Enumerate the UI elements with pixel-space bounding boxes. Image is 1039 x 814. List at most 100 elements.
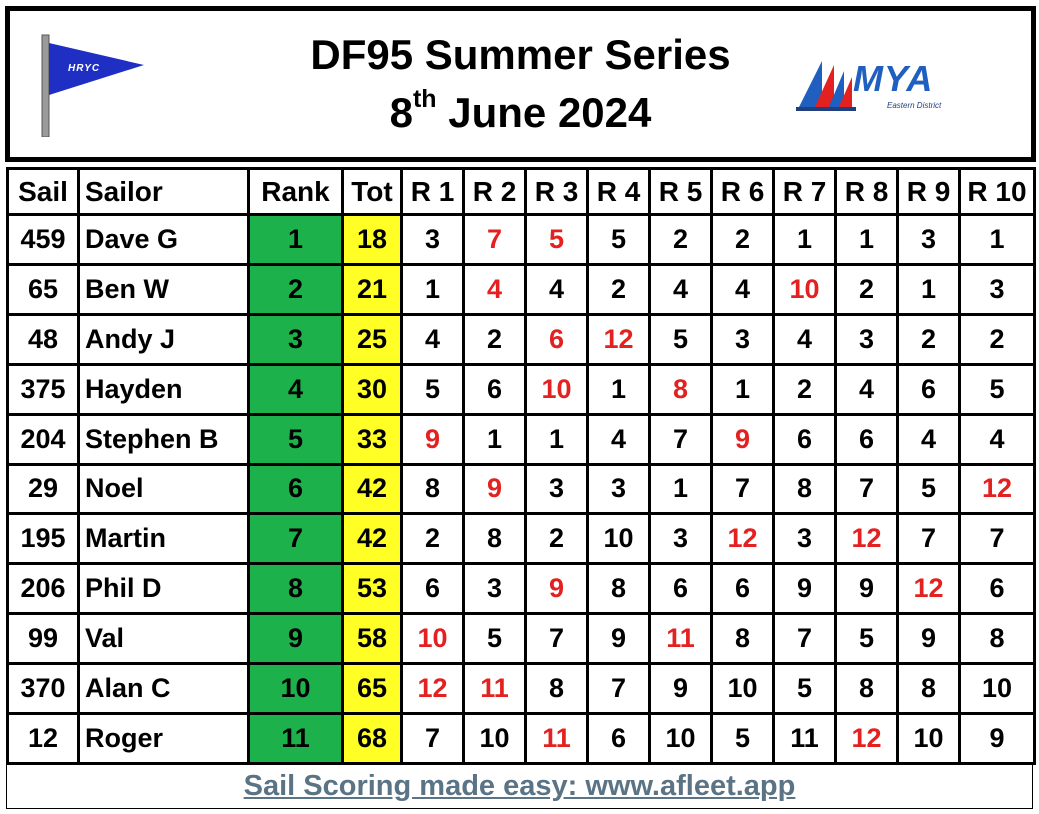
race-score-cell: 4 xyxy=(648,262,713,316)
race-score-cell: 8 xyxy=(834,662,899,716)
sailor-name-cell: Stephen B xyxy=(77,412,250,466)
mya-logo-text: MYA xyxy=(853,58,934,99)
race-score-cell: 3 xyxy=(524,462,589,516)
race-score-cell: 5 xyxy=(586,213,651,266)
afleet-link[interactable]: Sail Scoring made easy: www.afleet.app xyxy=(243,770,796,802)
race-score-discard-cell: 8 xyxy=(648,362,713,416)
table-row: 29 Noel 6 42 8 9 3 3 1 7 8 7 5 12 xyxy=(6,462,1036,516)
race-score-cell: 4 xyxy=(834,362,899,416)
race-score-cell: 2 xyxy=(648,213,713,266)
sail-number-cell: 370 xyxy=(6,662,80,716)
race-score-cell: 9 xyxy=(958,712,1036,765)
race-score-cell: 3 xyxy=(648,512,713,566)
total-cell: 18 xyxy=(341,213,403,266)
rank-cell: 9 xyxy=(247,612,344,666)
race-score-cell: 6 xyxy=(710,562,775,616)
race-score-cell: 9 xyxy=(896,612,961,666)
race-score-cell: 10 xyxy=(958,662,1036,716)
race-score-cell: 8 xyxy=(400,462,465,516)
race-score-discard-cell: 9 xyxy=(524,562,589,616)
race-score-cell: 1 xyxy=(834,213,899,266)
race-score-cell: 8 xyxy=(462,512,527,566)
race-score-cell: 6 xyxy=(958,562,1036,616)
race-score-discard-cell: 12 xyxy=(958,462,1036,516)
sail-number-cell: 12 xyxy=(6,712,80,765)
race-score-cell: 7 xyxy=(958,512,1036,566)
column-header: R 5 xyxy=(648,167,713,216)
race-score-discard-cell: 6 xyxy=(524,312,589,366)
race-score-cell: 7 xyxy=(586,662,651,716)
race-score-cell: 7 xyxy=(648,412,713,466)
sail-number-cell: 48 xyxy=(6,312,80,366)
race-score-discard-cell: 9 xyxy=(462,462,527,516)
rank-cell: 8 xyxy=(247,562,344,616)
race-score-cell: 4 xyxy=(958,412,1036,466)
total-cell: 58 xyxy=(341,612,403,666)
sail-number-cell: 206 xyxy=(6,562,80,616)
race-score-cell: 2 xyxy=(772,362,837,416)
table-row: 459 Dave G 1 18 3 7 5 5 2 2 1 1 3 1 xyxy=(6,213,1036,266)
sailor-name-cell: Hayden xyxy=(77,362,250,416)
race-score-cell: 7 xyxy=(400,712,465,765)
race-score-cell: 1 xyxy=(648,462,713,516)
race-score-cell: 5 xyxy=(896,462,961,516)
race-score-cell: 4 xyxy=(524,262,589,316)
footer: Sail Scoring made easy: www.afleet.app xyxy=(6,764,1033,809)
race-score-cell: 2 xyxy=(524,512,589,566)
race-score-cell: 3 xyxy=(462,562,527,616)
hryc-logo-text: HRYC xyxy=(68,63,101,74)
race-score-cell: 4 xyxy=(710,262,775,316)
race-score-discard-cell: 11 xyxy=(462,662,527,716)
race-score-cell: 5 xyxy=(710,712,775,765)
race-score-cell: 1 xyxy=(710,362,775,416)
race-score-cell: 6 xyxy=(586,712,651,765)
race-score-cell: 10 xyxy=(462,712,527,765)
race-score-cell: 3 xyxy=(586,462,651,516)
sail-number-cell: 65 xyxy=(6,262,80,316)
race-score-cell: 10 xyxy=(648,712,713,765)
column-header: R 7 xyxy=(772,167,837,216)
race-score-discard-cell: 10 xyxy=(400,612,465,666)
race-score-cell: 5 xyxy=(400,362,465,416)
race-score-discard-cell: 10 xyxy=(524,362,589,416)
sail-number-cell: 29 xyxy=(6,462,80,516)
race-score-cell: 3 xyxy=(834,312,899,366)
table-row: 375 Hayden 4 30 5 6 10 1 8 1 2 4 6 5 xyxy=(6,362,1036,416)
total-cell: 33 xyxy=(341,412,403,466)
hryc-flag-icon: HRYC xyxy=(32,33,152,138)
race-score-cell: 8 xyxy=(896,662,961,716)
race-score-cell: 6 xyxy=(400,562,465,616)
race-score-cell: 5 xyxy=(772,662,837,716)
column-header: R 4 xyxy=(586,167,651,216)
column-header: R 1 xyxy=(400,167,465,216)
header-box: HRYC DF95 Summer Series 8th June 2024 MY… xyxy=(5,6,1036,162)
race-score-discard-cell: 12 xyxy=(710,512,775,566)
mya-sails-icon: MYA Eastern District xyxy=(792,51,952,119)
sail-number-cell: 375 xyxy=(6,362,80,416)
column-header: R 10 xyxy=(958,167,1036,216)
sail-number-cell: 99 xyxy=(6,612,80,666)
column-header: R 6 xyxy=(710,167,775,216)
race-score-cell: 5 xyxy=(648,312,713,366)
race-score-cell: 2 xyxy=(958,312,1036,366)
race-score-cell: 6 xyxy=(648,562,713,616)
race-score-discard-cell: 7 xyxy=(462,213,527,266)
race-score-cell: 7 xyxy=(772,612,837,666)
race-score-cell: 8 xyxy=(524,662,589,716)
race-score-cell: 4 xyxy=(896,412,961,466)
race-score-discard-cell: 4 xyxy=(462,262,527,316)
column-header: R 2 xyxy=(462,167,527,216)
race-score-cell: 5 xyxy=(958,362,1036,416)
race-score-discard-cell: 9 xyxy=(710,412,775,466)
table-row: 12 Roger 11 68 7 10 11 6 10 5 11 12 10 9 xyxy=(6,712,1036,765)
sailor-name-cell: Noel xyxy=(77,462,250,516)
race-score-discard-cell: 12 xyxy=(834,712,899,765)
table-row: 370 Alan C 10 65 12 11 8 7 9 10 5 8 8 10 xyxy=(6,662,1036,716)
rank-cell: 5 xyxy=(247,412,344,466)
table-row: 206 Phil D 8 53 6 3 9 8 6 6 9 9 12 6 xyxy=(6,562,1036,616)
sailor-name-cell: Martin xyxy=(77,512,250,566)
race-score-discard-cell: 12 xyxy=(896,562,961,616)
race-score-cell: 1 xyxy=(772,213,837,266)
race-score-cell: 3 xyxy=(400,213,465,266)
